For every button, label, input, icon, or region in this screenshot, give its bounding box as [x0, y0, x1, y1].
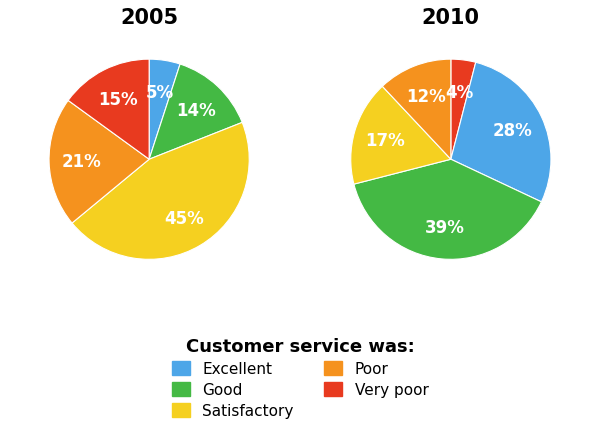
Wedge shape	[149, 65, 242, 160]
Text: 21%: 21%	[61, 153, 101, 171]
Text: 45%: 45%	[164, 209, 203, 227]
Title: 2005: 2005	[120, 8, 178, 28]
Text: 28%: 28%	[493, 122, 532, 140]
Wedge shape	[451, 63, 551, 202]
Text: 17%: 17%	[365, 132, 406, 150]
Text: 4%: 4%	[445, 84, 473, 102]
Wedge shape	[351, 87, 451, 185]
Text: 5%: 5%	[146, 84, 174, 102]
Text: 39%: 39%	[425, 219, 464, 237]
Wedge shape	[382, 60, 451, 160]
Text: 14%: 14%	[176, 101, 215, 119]
Wedge shape	[354, 160, 541, 260]
Wedge shape	[451, 60, 476, 160]
Text: 15%: 15%	[98, 90, 138, 108]
Wedge shape	[68, 60, 149, 160]
Title: 2010: 2010	[422, 8, 480, 28]
Legend: Excellent, Good, Satisfactory, Poor, Very poor: Excellent, Good, Satisfactory, Poor, Ver…	[164, 329, 436, 426]
Wedge shape	[49, 101, 149, 223]
Wedge shape	[72, 123, 249, 260]
Wedge shape	[149, 60, 180, 160]
Text: 12%: 12%	[406, 88, 446, 106]
